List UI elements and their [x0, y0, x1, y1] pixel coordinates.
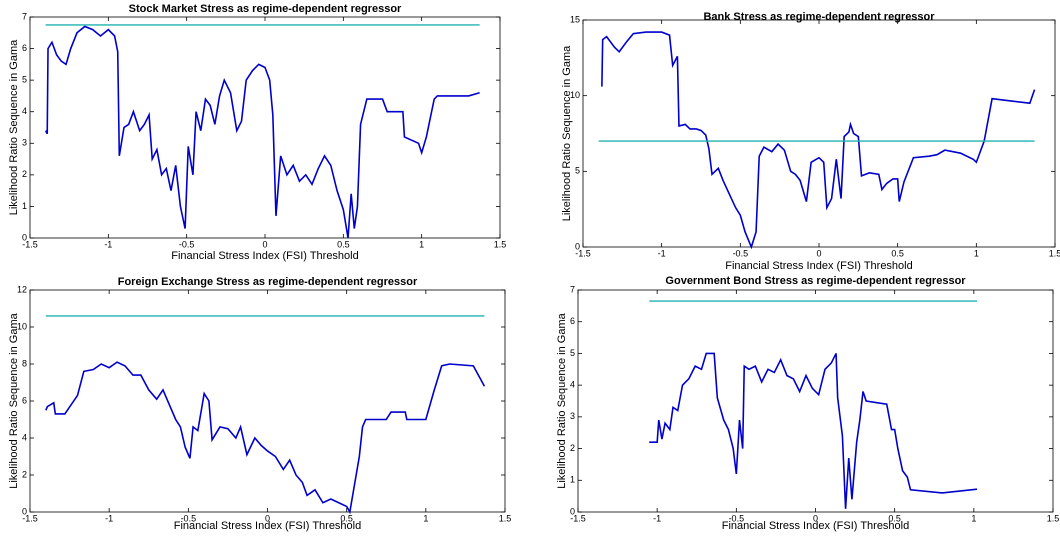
y-tick-label: 10	[17, 321, 27, 331]
data-line	[45, 361, 486, 515]
x-axis-label: Financial Stress Index (FSI) Threshold	[725, 260, 912, 272]
y-tick-label: 3	[570, 411, 575, 421]
y-tick-label: 1	[570, 475, 575, 485]
y-tick-label: 10	[570, 90, 580, 100]
x-tick-label: -0.5	[733, 248, 749, 258]
y-tick-label: 2	[22, 169, 27, 179]
x-tick-label: 0	[262, 239, 267, 249]
data-line	[649, 352, 978, 509]
x-tick-label: -1	[653, 513, 661, 523]
x-tick-label: -1.5	[570, 513, 586, 523]
x-tick-label: 0.5	[888, 513, 901, 523]
data-line	[44, 25, 480, 239]
y-tick-label: 6	[22, 395, 27, 405]
y-tick-label: 2	[22, 469, 27, 479]
chart-title: Bank Stress as regime-dependent regresso…	[703, 11, 935, 23]
y-axis-label: Likelihood Ratio Sequence in Gama	[8, 39, 20, 215]
x-tick-label: -1.5	[575, 248, 591, 258]
data-line	[601, 31, 1036, 250]
x-tick-label: 1.5	[1049, 248, 1060, 258]
x-tick-label: 0.5	[337, 239, 350, 249]
plot-area	[29, 289, 506, 513]
y-tick-label: 0	[22, 232, 27, 242]
chart-title: Foreign Exchange Stress as regime-depend…	[118, 276, 418, 288]
x-tick-label: 0	[816, 248, 821, 258]
y-tick-label: 0	[22, 506, 27, 516]
y-tick-label: 15	[570, 14, 580, 24]
x-axis-label: Financial Stress Index (FSI) Threshold	[174, 520, 361, 532]
x-tick-label: -1.5	[22, 513, 38, 523]
y-tick-label: 5	[570, 348, 575, 358]
y-tick-label: 4	[22, 106, 27, 116]
x-tick-label: 1.5	[499, 513, 512, 523]
x-tick-label: 1	[971, 513, 976, 523]
x-tick-label: 0	[265, 513, 270, 523]
y-tick-label: 3	[22, 138, 27, 148]
x-tick-label: 0	[813, 513, 818, 523]
y-tick-label: 4	[570, 380, 575, 390]
x-tick-label: -1	[105, 513, 113, 523]
x-tick-label: -0.5	[181, 513, 197, 523]
chart-title: Stock Market Stress as regime-dependent …	[129, 3, 402, 15]
x-tick-label: 1	[423, 513, 428, 523]
y-tick-label: 0	[570, 506, 575, 516]
chart-title: Government Bond Stress as regime-depende…	[665, 275, 966, 287]
x-tick-label: -1.5	[22, 239, 38, 249]
x-tick-label: 1.5	[1047, 513, 1060, 523]
plot-area	[29, 16, 501, 239]
x-tick-label: 1	[419, 239, 424, 249]
x-tick-label: -0.5	[179, 239, 195, 249]
y-axis-label: Likelihood Ratio Sequence in Gama	[556, 312, 568, 488]
y-tick-label: 5	[22, 75, 27, 85]
x-axis-label: Financial Stress Index (FSI) Threshold	[722, 520, 909, 532]
plot-area	[577, 289, 1054, 513]
x-tick-label: -1	[104, 239, 112, 249]
plot-area	[582, 19, 1056, 248]
y-tick-label: 7	[22, 11, 27, 21]
x-tick-label: -0.5	[729, 513, 745, 523]
x-tick-label: 1	[974, 248, 979, 258]
y-tick-label: 6	[22, 43, 27, 53]
x-tick-label: 0.5	[340, 513, 353, 523]
y-axis-label: Likelihood Ratio Sequence in Gama	[561, 45, 573, 221]
y-tick-label: 7	[570, 284, 575, 294]
y-tick-label: 12	[17, 284, 27, 294]
y-tick-label: 4	[22, 432, 27, 442]
y-tick-label: 6	[570, 316, 575, 326]
x-axis-label: Financial Stress Index (FSI) Threshold	[171, 250, 358, 262]
y-tick-label: 1	[22, 201, 27, 211]
y-tick-label: 2	[570, 443, 575, 453]
y-tick-label: 5	[575, 166, 580, 176]
y-tick-label: 0	[575, 241, 580, 251]
y-tick-label: 8	[22, 358, 27, 368]
x-tick-label: -1	[658, 248, 666, 258]
y-axis-label: Likelihood Ratio Sequence in Gama	[8, 312, 20, 488]
x-tick-label: 0.5	[891, 248, 904, 258]
x-tick-label: 1.5	[494, 239, 507, 249]
